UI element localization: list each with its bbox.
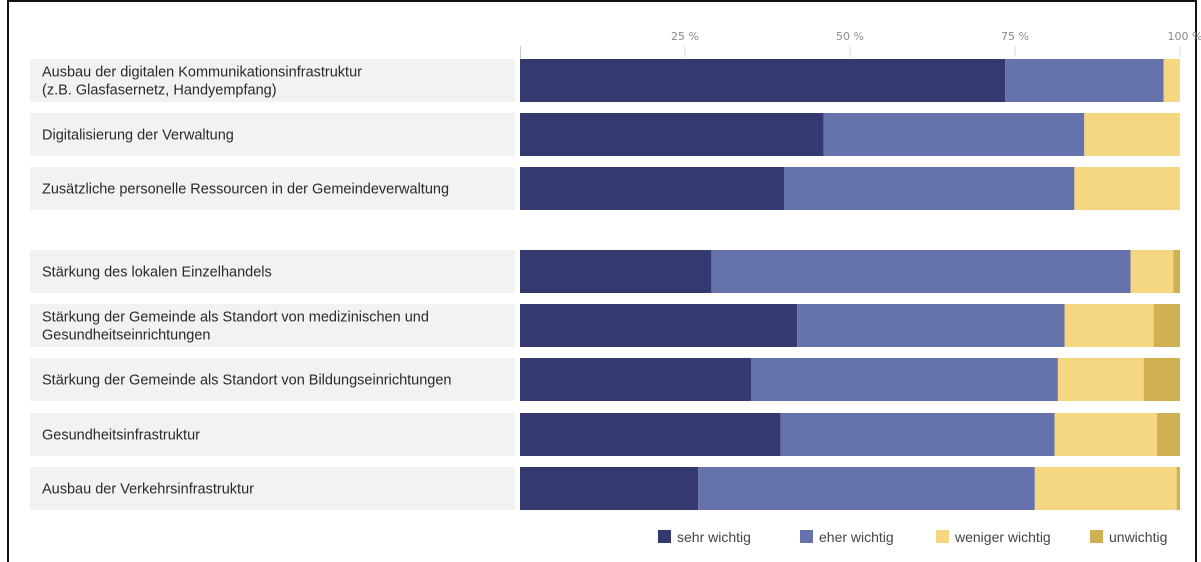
bar-segment-sehr-wichtig — [520, 59, 1006, 102]
bar-segment-weniger-wichtig — [1064, 304, 1154, 347]
bar-segment-eher-wichtig — [711, 250, 1131, 293]
legend-label: unwichtig — [1109, 529, 1167, 545]
category-label-background — [30, 413, 515, 456]
bar-segment-weniger-wichtig — [1034, 467, 1177, 510]
bar-segment-unwichtig — [1176, 467, 1180, 510]
legend-label: sehr wichtig — [677, 529, 751, 545]
tick-label: 75 % — [1001, 30, 1029, 43]
category-label-background — [30, 113, 515, 156]
bar-segment-unwichtig — [1156, 413, 1180, 456]
category-label: Ausbau der digitalen Kommunikationsinfra… — [42, 65, 362, 81]
category-label: Zusätzliche personelle Ressourcen in der… — [42, 182, 449, 198]
tick-label: 50 % — [836, 30, 864, 43]
category-label: Gesundheitseinrichtungen — [42, 328, 210, 344]
bar-segment-eher-wichtig — [784, 167, 1075, 210]
bar-segment-unwichtig — [1173, 250, 1180, 293]
category-label-background — [30, 59, 515, 102]
category-label: Gesundheitsinfrastruktur — [42, 428, 200, 444]
bar-segment-unwichtig — [1153, 304, 1180, 347]
category-label: Digitalisierung der Verwaltung — [42, 128, 234, 144]
category-label-background — [30, 304, 515, 347]
bar-segment-weniger-wichtig — [1130, 250, 1174, 293]
bar-segment-sehr-wichtig — [520, 167, 784, 210]
bar-segment-eher-wichtig — [780, 413, 1055, 456]
bar-segment-weniger-wichtig — [1084, 113, 1180, 156]
bar-segment-weniger-wichtig — [1057, 358, 1144, 401]
legend-swatch — [800, 530, 813, 543]
bar-segment-sehr-wichtig — [520, 358, 751, 401]
bar-segment-eher-wichtig — [751, 358, 1058, 401]
bar-segment-sehr-wichtig — [520, 113, 824, 156]
legend-swatch — [658, 530, 671, 543]
tick-label: 25 % — [671, 30, 699, 43]
legend-swatch — [936, 530, 949, 543]
category-label: Stärkung der Gemeinde als Standort von B… — [42, 373, 451, 389]
bar-segment-sehr-wichtig — [520, 304, 798, 347]
category-label-background — [30, 358, 515, 401]
legend-label: weniger wichtig — [954, 529, 1051, 545]
tick-label: 100 % — [1168, 30, 1201, 43]
bar-segment-eher-wichtig — [1005, 59, 1164, 102]
category-label: Stärkung der Gemeinde als Standort von m… — [42, 310, 429, 326]
chart-frame — [7, 0, 1197, 562]
bar-segment-sehr-wichtig — [520, 467, 699, 510]
category-label-background — [30, 167, 515, 210]
legend-swatch — [1090, 530, 1103, 543]
category-label: Stärkung des lokalen Einzelhandels — [42, 265, 272, 281]
bar-segment-sehr-wichtig — [520, 413, 781, 456]
category-label-background — [30, 467, 515, 510]
bar-segment-weniger-wichtig — [1163, 59, 1180, 102]
bar-segment-weniger-wichtig — [1074, 167, 1180, 210]
bar-segment-sehr-wichtig — [520, 250, 712, 293]
bar-segment-eher-wichtig — [823, 113, 1085, 156]
category-label: (z.B. Glasfasernetz, Handyempfang) — [42, 83, 277, 99]
bar-segment-weniger-wichtig — [1054, 413, 1157, 456]
category-label: Ausbau der Verkehrsinfrastruktur — [42, 482, 254, 498]
bar-segment-eher-wichtig — [797, 304, 1065, 347]
bar-segment-eher-wichtig — [698, 467, 1035, 510]
bar-segment-unwichtig — [1143, 358, 1180, 401]
category-label-background — [30, 250, 515, 293]
legend-label: eher wichtig — [819, 529, 894, 545]
